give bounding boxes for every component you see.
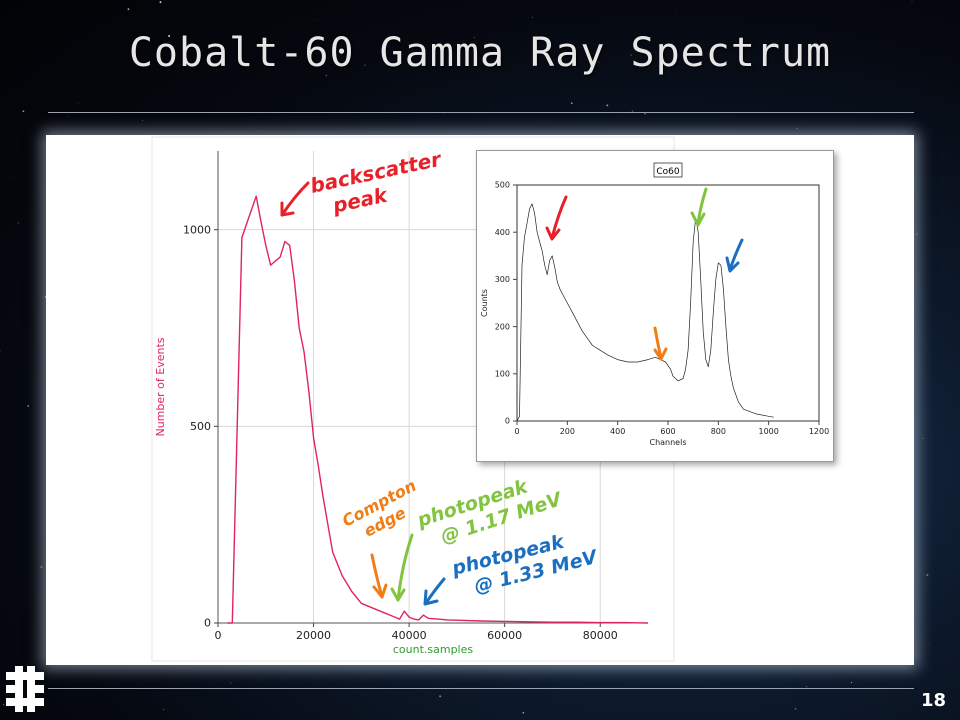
star bbox=[850, 682, 852, 684]
star bbox=[522, 711, 525, 714]
x-axis-label: count.samples bbox=[393, 643, 474, 656]
inset-backscatter-arrow-head bbox=[545, 226, 561, 241]
y-axis-label: Counts bbox=[480, 289, 489, 317]
star bbox=[758, 98, 760, 99]
y-tick-label: 0 bbox=[505, 417, 510, 426]
star bbox=[142, 120, 143, 121]
star bbox=[439, 695, 442, 698]
y-tick-label: 0 bbox=[204, 617, 211, 630]
star bbox=[570, 102, 573, 105]
x-tick-label: 200 bbox=[560, 427, 575, 436]
x-tick-label: 60000 bbox=[487, 629, 522, 642]
star bbox=[2, 703, 5, 706]
x-tick-label: 1200 bbox=[809, 427, 829, 436]
star bbox=[22, 110, 25, 113]
inset-compton-arrow-head bbox=[653, 347, 668, 361]
star bbox=[67, 115, 68, 117]
star bbox=[796, 127, 798, 129]
star bbox=[159, 1, 162, 4]
star bbox=[161, 26, 163, 28]
star bbox=[78, 103, 79, 104]
x-tick-label: 400 bbox=[610, 427, 625, 436]
star bbox=[17, 222, 20, 224]
y-tick-label: 500 bbox=[495, 181, 510, 190]
star bbox=[606, 104, 609, 107]
x-tick-label: 1000 bbox=[758, 427, 778, 436]
star bbox=[27, 405, 30, 407]
star bbox=[162, 709, 165, 711]
photopeak1-arrow bbox=[396, 533, 414, 602]
backscatter-arrow bbox=[280, 181, 310, 217]
photopeak2-arrow bbox=[424, 577, 446, 605]
star bbox=[926, 574, 929, 577]
y-tick-label: 100 bbox=[495, 369, 510, 378]
chart-title: Co60 bbox=[656, 167, 680, 177]
star bbox=[911, 0, 913, 2]
y-tick-label: 400 bbox=[495, 228, 510, 237]
page-number: 18 bbox=[920, 690, 946, 711]
x-tick-label: 0 bbox=[215, 629, 222, 642]
star bbox=[127, 8, 130, 11]
inset-co60-chart: 0 200 400 600 800 1000 1200 0 100 200 300 400 500 Cha… bbox=[480, 162, 829, 447]
star bbox=[506, 678, 508, 680]
y-tick-label: 300 bbox=[495, 275, 510, 284]
star bbox=[676, 10, 677, 11]
figure-panel: 0 20000 40000 60000 80000 0 500 1000 count.sampl… bbox=[46, 135, 914, 665]
series-line-0 bbox=[516, 203, 774, 422]
chart-title-box bbox=[653, 162, 683, 178]
inset-photopeak2-arrow-head bbox=[725, 256, 740, 273]
inset-photopeak1-arrow-head bbox=[690, 211, 706, 227]
star bbox=[12, 176, 14, 177]
star bbox=[929, 642, 930, 644]
footer-divider bbox=[48, 688, 914, 689]
star bbox=[317, 19, 318, 21]
y-axis-label: Number of Events bbox=[154, 337, 167, 436]
title-divider bbox=[48, 112, 914, 113]
star bbox=[40, 565, 43, 569]
x-axis-label: Channels bbox=[649, 438, 686, 447]
x-tick-label: 600 bbox=[660, 427, 675, 436]
fermilab-logo-icon bbox=[6, 666, 44, 712]
photopeak2-arrow-head bbox=[423, 589, 439, 606]
star bbox=[0, 350, 1, 352]
star bbox=[531, 16, 533, 18]
slide-title: Cobalt-60 Gamma Ray Spectrum bbox=[128, 30, 832, 76]
star bbox=[644, 113, 646, 115]
inset-backscatter-arrow bbox=[550, 195, 568, 240]
x-tick-label: 40000 bbox=[392, 629, 427, 642]
x-tick-label: 800 bbox=[711, 427, 726, 436]
compton-arrow-head bbox=[372, 583, 388, 599]
photopeak1-arrow-head bbox=[390, 587, 406, 602]
star bbox=[230, 682, 232, 684]
y-tick-label: 1000 bbox=[183, 223, 211, 236]
compton-arrow bbox=[370, 553, 384, 599]
x-tick-label: 80000 bbox=[583, 629, 618, 642]
backscatter-arrow-head bbox=[280, 201, 295, 217]
star bbox=[922, 438, 924, 440]
x-tick-label: 20000 bbox=[296, 629, 331, 642]
y-tick-label: 200 bbox=[495, 322, 510, 331]
x-tick-label: 0 bbox=[514, 427, 519, 436]
inset-chart-frame: 0 200 400 600 800 1000 1200 0 100 200 300 400 500 Cha… bbox=[476, 150, 834, 462]
series-line-0 bbox=[227, 195, 649, 624]
star bbox=[916, 233, 918, 235]
y-tick-label: 500 bbox=[190, 420, 211, 433]
star bbox=[794, 707, 797, 710]
